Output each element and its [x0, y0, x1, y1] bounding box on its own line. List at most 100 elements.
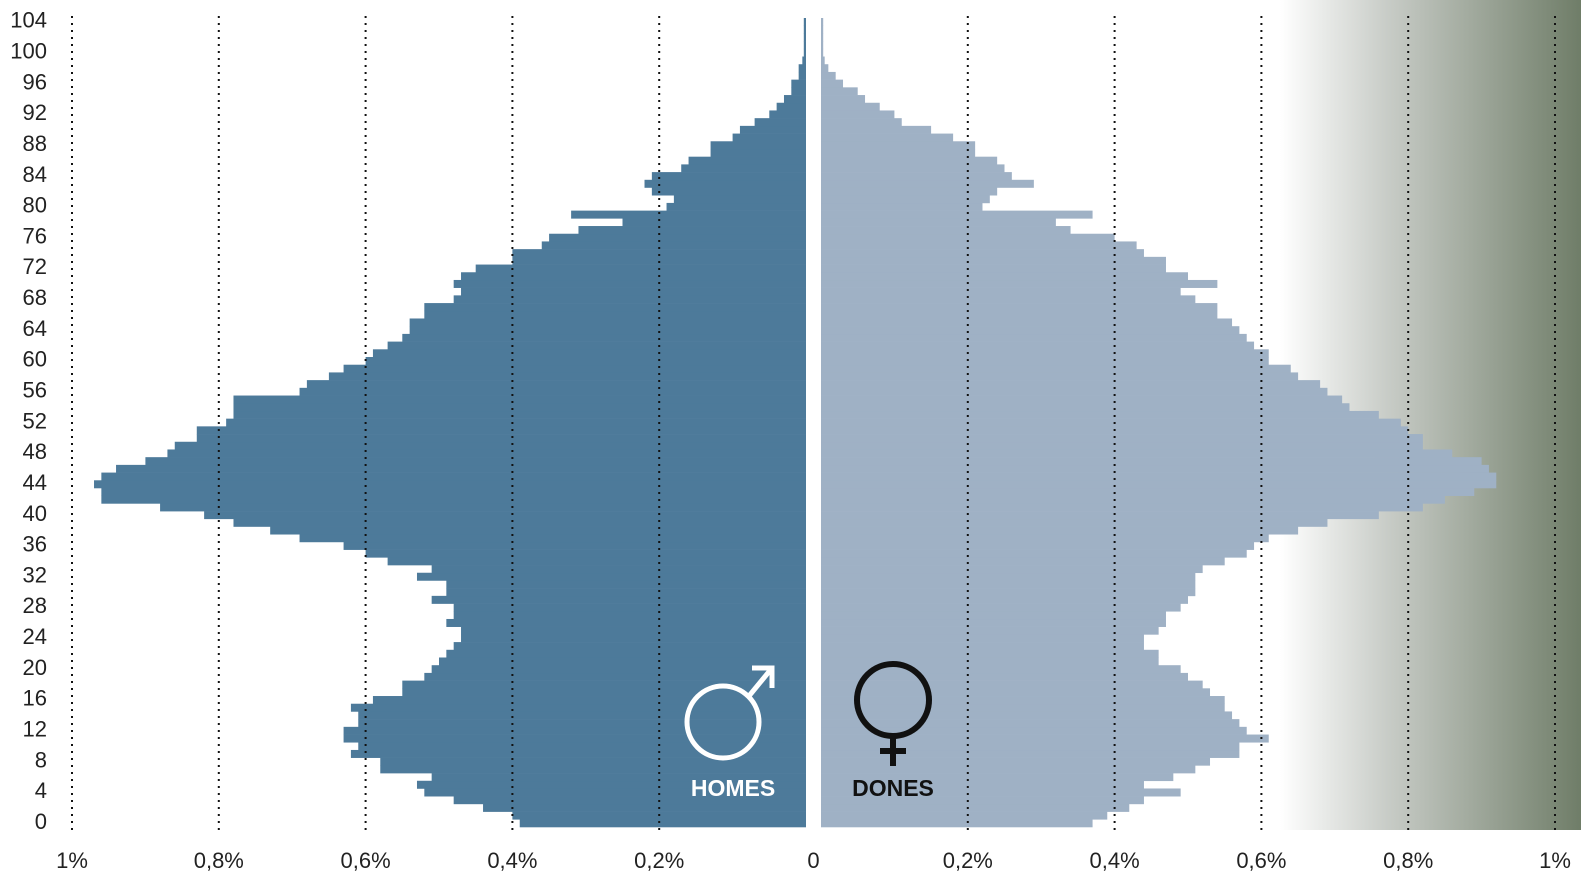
- bar: [821, 33, 823, 41]
- bar: [94, 480, 806, 488]
- bar: [373, 696, 806, 704]
- y-tick-label: 20: [23, 655, 47, 680]
- y-tick-label: 4: [35, 778, 47, 803]
- bar: [821, 704, 1225, 712]
- bar: [145, 457, 806, 465]
- bar: [476, 265, 806, 273]
- bar: [821, 134, 953, 142]
- bar: [821, 565, 1203, 573]
- bar: [821, 627, 1159, 635]
- bar: [821, 449, 1452, 457]
- bar: [674, 195, 806, 203]
- bar: [446, 619, 806, 627]
- bar: [711, 149, 806, 157]
- bar: [402, 681, 806, 689]
- y-tick-label: 40: [23, 501, 47, 526]
- bar: [821, 157, 997, 165]
- bar: [388, 342, 806, 350]
- bar: [461, 634, 806, 642]
- bar: [366, 357, 806, 365]
- y-tick-label: 28: [23, 593, 47, 618]
- bar: [821, 49, 823, 57]
- y-tick-label: 76: [23, 223, 47, 248]
- y-tick-label: 16: [23, 686, 47, 711]
- bar: [446, 588, 806, 596]
- bar: [454, 295, 806, 303]
- bar: [344, 542, 806, 550]
- bar: [821, 164, 1005, 172]
- bar: [520, 819, 806, 827]
- bar: [623, 218, 807, 226]
- bar: [821, 87, 858, 95]
- bar: [344, 735, 806, 743]
- bar: [101, 488, 806, 496]
- y-tick-label: 0: [35, 809, 47, 834]
- bar: [821, 365, 1291, 373]
- bar: [821, 311, 1217, 319]
- bar: [571, 211, 806, 219]
- bar: [821, 280, 1217, 288]
- bar: [821, 257, 1166, 265]
- bar: [821, 288, 1181, 296]
- bar: [344, 727, 806, 735]
- y-tick-label: 100: [10, 38, 47, 63]
- bar: [711, 141, 806, 149]
- bar: [769, 110, 806, 118]
- chart: 0481216202428323640444852566064687276808…: [0, 0, 1581, 883]
- bar: [417, 573, 806, 581]
- bar: [821, 434, 1423, 442]
- y-tick-label: 60: [23, 347, 47, 372]
- bar: [821, 819, 1093, 827]
- bar: [461, 288, 806, 296]
- bar: [821, 141, 975, 149]
- bar: [784, 95, 806, 103]
- bar: [432, 565, 806, 573]
- bar: [373, 349, 806, 357]
- bar: [821, 318, 1232, 326]
- bar: [358, 742, 806, 750]
- y-tick-label: 88: [23, 131, 47, 156]
- bar: [821, 249, 1144, 257]
- bar: [542, 241, 806, 249]
- bar: [821, 534, 1269, 542]
- y-tick-label: 92: [23, 100, 47, 125]
- bar: [821, 696, 1225, 704]
- bar: [821, 580, 1195, 588]
- bar: [821, 804, 1129, 812]
- bar: [799, 72, 806, 80]
- bar: [821, 711, 1232, 719]
- bar: [549, 234, 806, 242]
- bar: [791, 87, 806, 95]
- y-tick-label: 68: [23, 285, 47, 310]
- bar: [454, 280, 806, 288]
- bar: [821, 118, 902, 126]
- bar: [821, 519, 1327, 527]
- bar: [388, 557, 806, 565]
- bar: [821, 303, 1217, 311]
- bar: [226, 419, 806, 427]
- legend-dones: DONES: [852, 775, 934, 801]
- bar: [424, 303, 806, 311]
- bar: [821, 103, 880, 111]
- bar: [300, 534, 806, 542]
- bar: [821, 211, 1093, 219]
- bar: [804, 26, 806, 34]
- y-tick-label: 36: [23, 532, 47, 557]
- bar: [454, 642, 806, 650]
- bar: [446, 580, 806, 588]
- bar: [821, 604, 1181, 612]
- bar: [439, 657, 806, 665]
- bar: [233, 519, 806, 527]
- bar: [380, 765, 806, 773]
- bar: [578, 226, 806, 234]
- bar: [821, 64, 828, 72]
- bar: [233, 403, 806, 411]
- bar: [821, 188, 997, 196]
- y-tick-label: 48: [23, 439, 47, 464]
- y-tick-label: 80: [23, 193, 47, 218]
- bar: [233, 396, 806, 404]
- bar: [454, 604, 806, 612]
- bar: [101, 496, 806, 504]
- bar: [821, 688, 1210, 696]
- bar: [777, 103, 806, 111]
